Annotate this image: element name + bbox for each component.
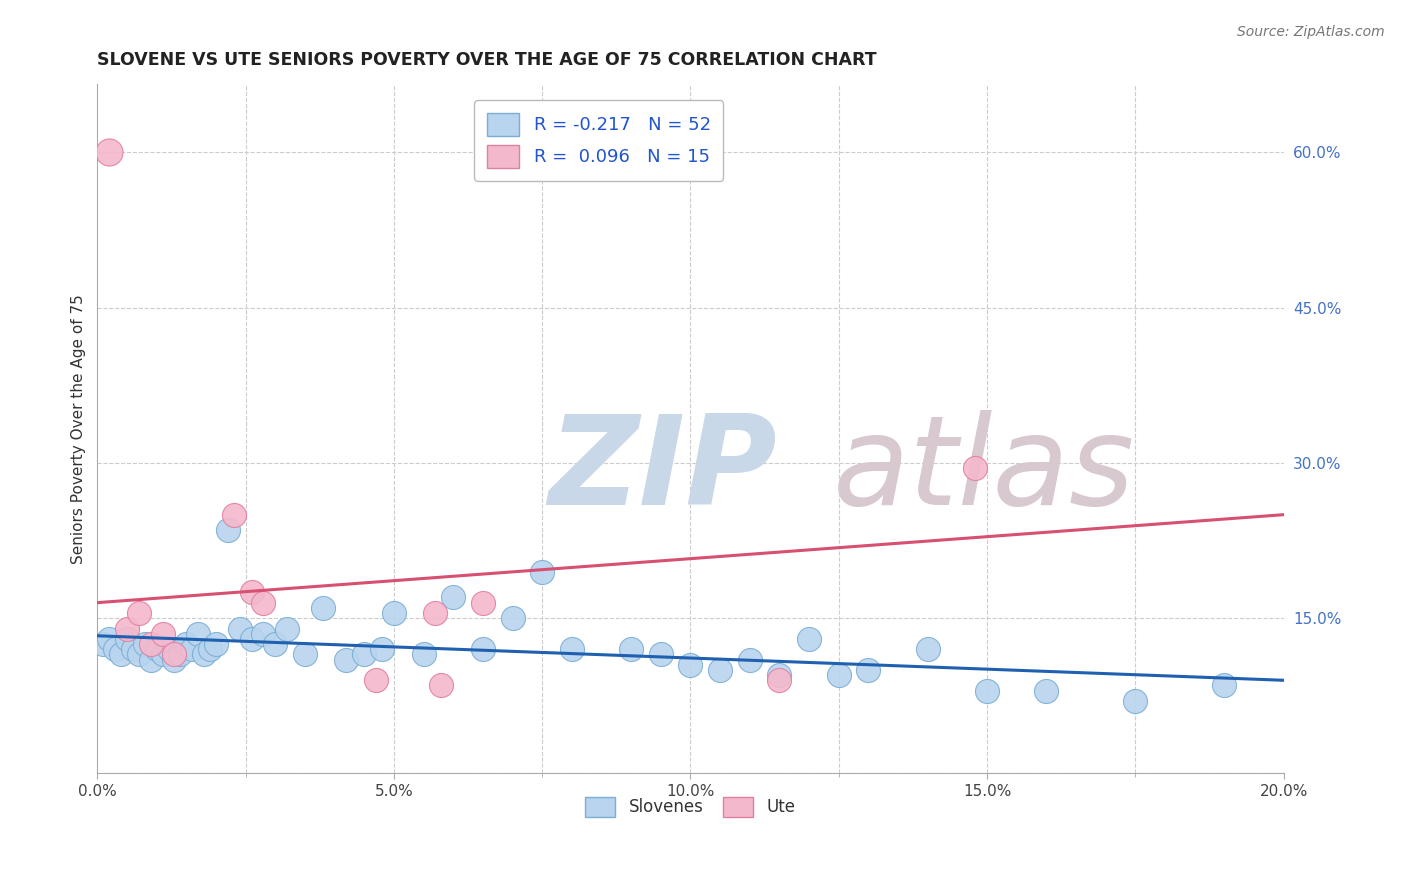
Text: ZIP: ZIP [548,409,778,531]
Point [193,648,215,662]
Point [294,648,316,662]
Point [1123,694,1146,708]
Text: Source: ZipAtlas.com: Source: ZipAtlas.com [1237,25,1385,39]
Point [217,523,239,537]
Point [264,637,287,651]
Point [98,145,121,160]
Point [412,648,434,662]
Point [198,642,221,657]
Point [91,637,114,651]
Point [176,637,198,651]
Point [222,508,245,522]
Point [335,652,357,666]
Point [240,585,263,599]
Point [709,663,731,677]
Point [98,632,121,646]
Point [110,648,132,662]
Point [252,596,274,610]
Point [152,648,174,662]
Point [157,642,180,657]
Point [976,683,998,698]
Point [679,657,702,672]
Point [738,652,761,666]
Point [768,668,790,682]
Point [205,637,228,651]
Point [425,606,447,620]
Text: atlas: atlas [832,409,1135,531]
Point [139,652,162,666]
Y-axis label: Seniors Poverty Over the Age of 75: Seniors Poverty Over the Age of 75 [72,293,86,564]
Point [312,600,335,615]
Point [650,648,672,662]
Point [128,648,150,662]
Text: SLOVENE VS UTE SENIORS POVERTY OVER THE AGE OF 75 CORRELATION CHART: SLOVENE VS UTE SENIORS POVERTY OVER THE … [97,51,877,69]
Point [382,606,405,620]
Point [1213,678,1236,692]
Point [531,565,554,579]
Point [366,673,388,688]
Point [240,632,263,646]
Point [152,626,174,640]
Point [1035,683,1057,698]
Point [104,642,127,657]
Point [353,648,375,662]
Point [115,622,138,636]
Point [917,642,939,657]
Point [252,626,274,640]
Point [122,642,145,657]
Point [187,626,209,640]
Point [276,622,298,636]
Point [828,668,851,682]
Point [145,642,167,657]
Point [561,642,583,657]
Legend: Slovenes, Ute: Slovenes, Ute [578,790,803,823]
Point [163,652,186,666]
Point [169,648,191,662]
Point [502,611,524,625]
Point [371,642,394,657]
Point [441,591,464,605]
Point [471,596,494,610]
Point [128,606,150,620]
Point [965,461,987,475]
Point [134,637,156,651]
Point [115,632,138,646]
Point [768,673,790,688]
Point [858,663,880,677]
Point [430,678,453,692]
Point [228,622,250,636]
Point [181,642,204,657]
Point [471,642,494,657]
Point [139,637,162,651]
Point [163,648,186,662]
Point [620,642,643,657]
Point [797,632,820,646]
